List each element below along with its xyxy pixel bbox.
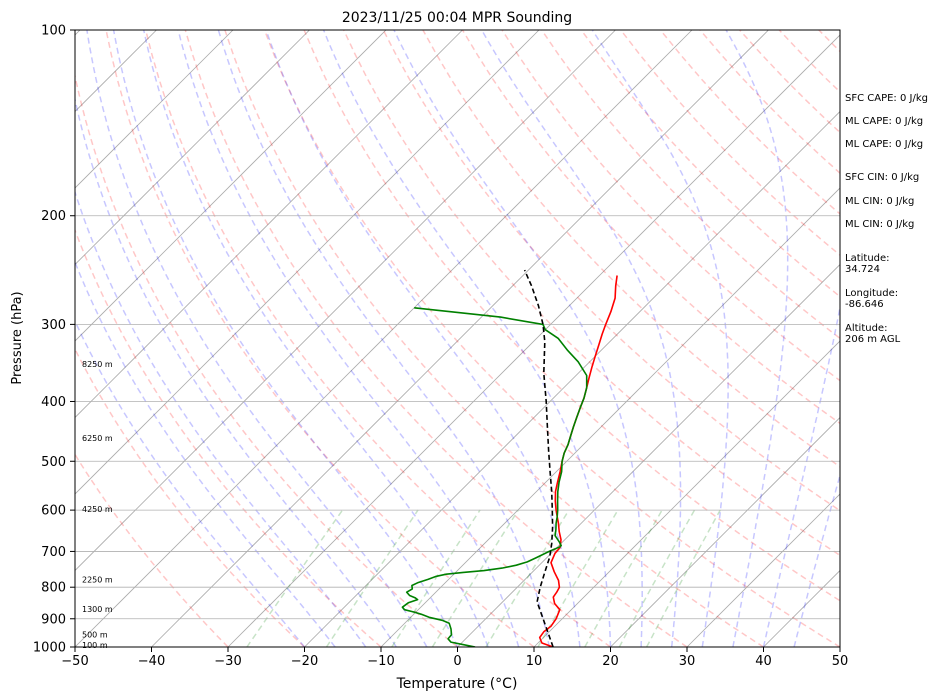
isotherm-line [610,416,840,647]
x-axis-label: Temperature (°C) [396,676,518,692]
dry-adiabat-line [263,30,840,647]
moist-adiabat-line [86,30,428,647]
x-tick-label: −20 [291,654,318,669]
y-tick-label: 300 [41,318,66,333]
dry-adiabat-line [580,30,840,298]
y-tick-label: 700 [41,545,66,560]
series-line-dewpoint [401,307,588,647]
moist-adiabat-line [75,96,397,647]
isotherm-line [304,110,840,647]
ml-cin-text-2: ML CIN: 0 J/kg [845,219,915,230]
moist-adiabat-line [177,30,520,647]
isotherm-line [686,493,840,647]
longitude-value: -86.646 [845,299,884,310]
y-tick-label: 900 [41,612,66,627]
sfc-cin-text: SFC CIN: 0 J/kg [845,172,920,183]
moist-adiabat-line [762,303,840,647]
moist-adiabat-line [322,30,612,647]
y-tick-label: 500 [41,455,66,470]
x-tick-label: −40 [138,654,165,669]
isotherm-line [75,30,234,189]
x-tick-label: 10 [526,654,543,669]
chart-title: 2023/11/25 00:04 MPR Sounding [342,10,572,26]
moist-adiabat-line [75,260,336,647]
isotherm-line [533,340,840,647]
profile-lines [401,269,618,647]
isotherm-line [75,30,310,266]
longitude-label: Longitude: [845,288,899,299]
height-label: 6250 m [82,434,113,443]
dry-adiabat-line [75,72,458,647]
height-label: 500 m [82,631,108,640]
isotherm-line [227,34,840,647]
y-axis-label: Pressure (hPa) [10,291,25,384]
moist-adiabat-line [75,189,367,647]
background-lines [75,30,840,647]
height-label: 1300 m [82,605,113,614]
ml-cape-text-2: ML CAPE: 0 J/kg [845,139,924,150]
moist-adiabat-line [112,30,459,647]
height-label: 100 m [82,641,108,650]
isotherm-line [75,30,387,342]
mixing-ratio-line [618,509,696,647]
altitude-value: 206 m AGL [845,334,901,345]
ml-cape-text-1: ML CAPE: 0 J/kg [845,116,924,127]
moist-adiabat-line [393,30,643,647]
height-label: 8250 m [82,360,113,369]
y-tick-label: 600 [41,504,66,519]
x-tick-label: 50 [832,654,849,669]
isotherm-line [75,30,693,647]
altitude-label: Altitude: [845,323,888,334]
x-tick-label: −50 [61,654,88,669]
isotherm-line [380,187,840,647]
dry-adiabat-line [184,30,688,647]
dry-adiabat-line [144,30,611,647]
ml-cin-text-1: ML CIN: 0 J/kg [845,196,915,207]
moist-adiabat-line [217,30,551,647]
y-tick-label: 400 [41,395,66,410]
y-tick-label: 1000 [33,641,66,656]
height-label: 4250 m [82,505,113,514]
x-tick-label: −10 [367,654,394,669]
y-axis-ticks: 100 200 300 400 500 600 700 800 900 1000 [33,24,75,656]
height-label: 2250 m [82,575,113,584]
x-tick-label: 30 [679,654,696,669]
series-line-temperature [538,275,618,647]
moist-adiabat-line [265,30,581,647]
moist-adiabat-line [481,30,682,647]
y-tick-label: 200 [41,209,66,224]
x-tick-label: 20 [602,654,619,669]
latitude-label: Latitude: [845,253,890,264]
x-tick-label: −30 [214,654,241,669]
moist-adiabat-line [591,30,729,647]
y-tick-label: 100 [41,24,66,39]
isotherm-line [75,30,540,495]
dry-adiabat-line [75,347,306,647]
moist-adiabat-line [725,30,789,647]
dry-adiabat-line [75,228,382,647]
moist-adiabat-line [793,472,840,647]
dry-adiabat-line [105,30,535,647]
isotherm-line [75,30,463,419]
latitude-value: 34.724 [845,264,880,275]
x-tick-label: 40 [755,654,772,669]
mixing-ratio-line [584,509,663,647]
series-line-parcel [523,269,554,647]
isotherm-line [151,30,769,647]
x-tick-label: 0 [453,654,461,669]
y-tick-label: 800 [41,581,66,596]
sfc-cape-text: SFC CAPE: 0 J/kg [845,93,928,104]
isobar-grid [75,215,840,620]
mixing-ratio-line [485,509,570,647]
x-axis-ticks: −50 −40 −30 −20 −10 0 10 20 30 40 50 [61,647,848,669]
isotherm-line [75,30,616,572]
mixing-ratio-line [645,509,721,647]
